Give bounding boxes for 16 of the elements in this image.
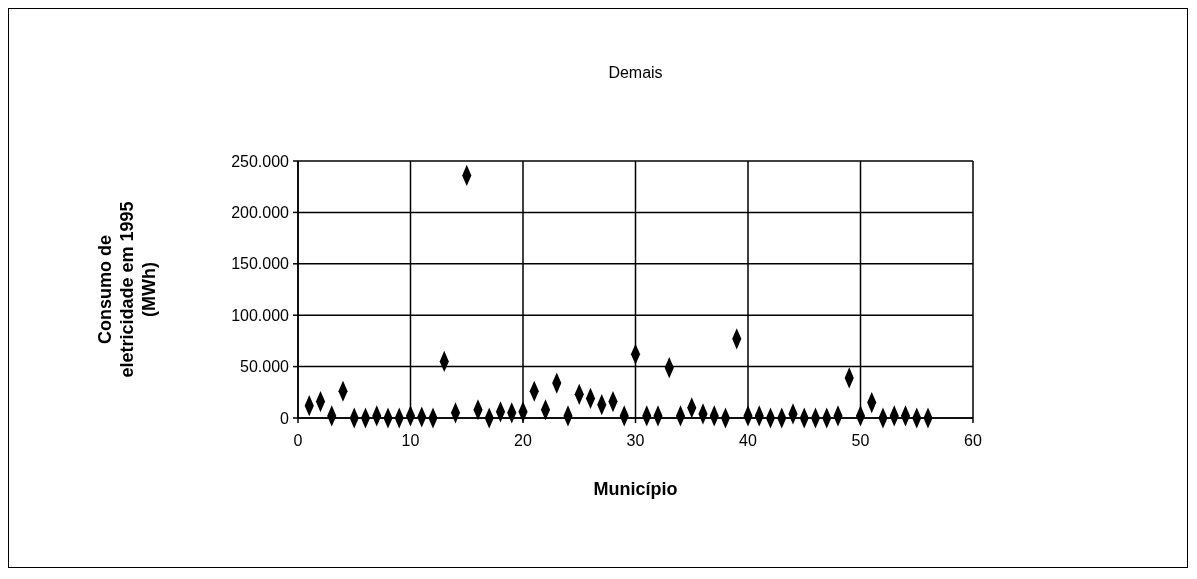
y-tick-label: 200.000 <box>231 204 290 221</box>
x-tick-label: 30 <box>626 432 645 449</box>
y-tick-label: 250.000 <box>231 152 290 170</box>
x-axis-title: Município <box>593 479 678 499</box>
chart-title: Demais <box>608 64 663 81</box>
y-tick-label: 50.000 <box>240 358 290 376</box>
x-tick-label: 10 <box>401 432 420 449</box>
y-axis-title: Consumo de eletricidade em 1995 (MWh) <box>95 201 159 378</box>
y-tick-label: 150.000 <box>231 255 290 273</box>
x-tick-label: 20 <box>514 432 532 449</box>
x-tick-label: 50 <box>851 432 870 449</box>
x-tick-label: 40 <box>739 432 757 449</box>
x-tick-label: 60 <box>964 432 982 449</box>
y-tick-label: 0 <box>280 409 290 427</box>
y-tick-label: 100.000 <box>231 306 290 324</box>
x-tick-label: 0 <box>293 432 303 449</box>
